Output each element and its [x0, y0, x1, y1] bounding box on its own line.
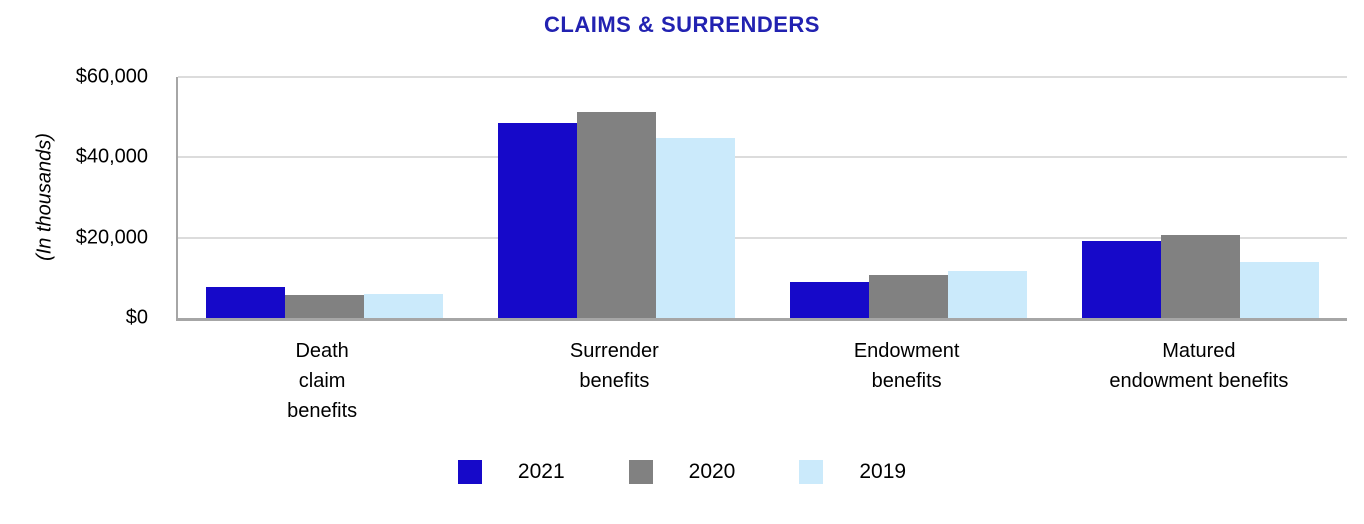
- bar-2021: [1082, 240, 1162, 318]
- bar-2019: [1240, 262, 1320, 318]
- bar-2019: [655, 138, 735, 318]
- bar-groups: [178, 77, 1347, 318]
- gridline: [178, 76, 1347, 78]
- plot-area: [176, 76, 1347, 321]
- x-axis-labels: Death claim benefits Surrender benefits Endow…: [176, 336, 1345, 426]
- bar-2020: [284, 295, 364, 318]
- bar-2020: [869, 275, 949, 318]
- x-axis-category-label: Matured endowment benefits: [1109, 340, 1289, 392]
- legend-swatch-icon: [799, 460, 824, 484]
- bar-group: [178, 77, 470, 318]
- y-tick-label: $40,000: [75, 145, 148, 168]
- chart-title: CLAIMS & SURRENDERS: [544, 12, 820, 37]
- x-axis-category-label: Endowment benefits: [853, 340, 960, 392]
- bar-group: [763, 77, 1055, 318]
- bar-2021: [497, 123, 577, 318]
- x-axis-category-label: Death claim benefits: [287, 340, 358, 422]
- bar-group: [1055, 77, 1347, 318]
- legend-label: 2020: [688, 460, 736, 483]
- bar-group: [470, 77, 762, 318]
- y-tick-label: $20,000: [75, 226, 148, 249]
- legend: 2021 2020 2019: [0, 460, 1364, 484]
- legend-item-2021: 2021: [457, 460, 565, 484]
- gridline: [178, 156, 1347, 159]
- gridline: [178, 236, 1347, 239]
- y-axis-tick-labels: $60,000 $40,000 $20,000 $0: [0, 66, 162, 329]
- y-tick-label: $0: [125, 306, 148, 329]
- legend-swatch-icon: [628, 460, 653, 484]
- bar-2020: [576, 111, 656, 318]
- legend-label: 2021: [517, 460, 565, 483]
- bar-2021: [205, 287, 285, 318]
- legend-swatch-icon: [457, 460, 482, 484]
- bar-2019: [363, 293, 443, 318]
- bar-2020: [1161, 234, 1241, 318]
- x-axis-category-label: Surrender benefits: [569, 340, 659, 392]
- y-tick-label: $60,000: [75, 65, 148, 88]
- legend-item-2020: 2020: [628, 460, 736, 484]
- legend-item-2019: 2019: [799, 460, 906, 484]
- legend-label: 2019: [859, 460, 907, 483]
- bar-2021: [790, 281, 870, 318]
- bar-2019: [948, 271, 1028, 318]
